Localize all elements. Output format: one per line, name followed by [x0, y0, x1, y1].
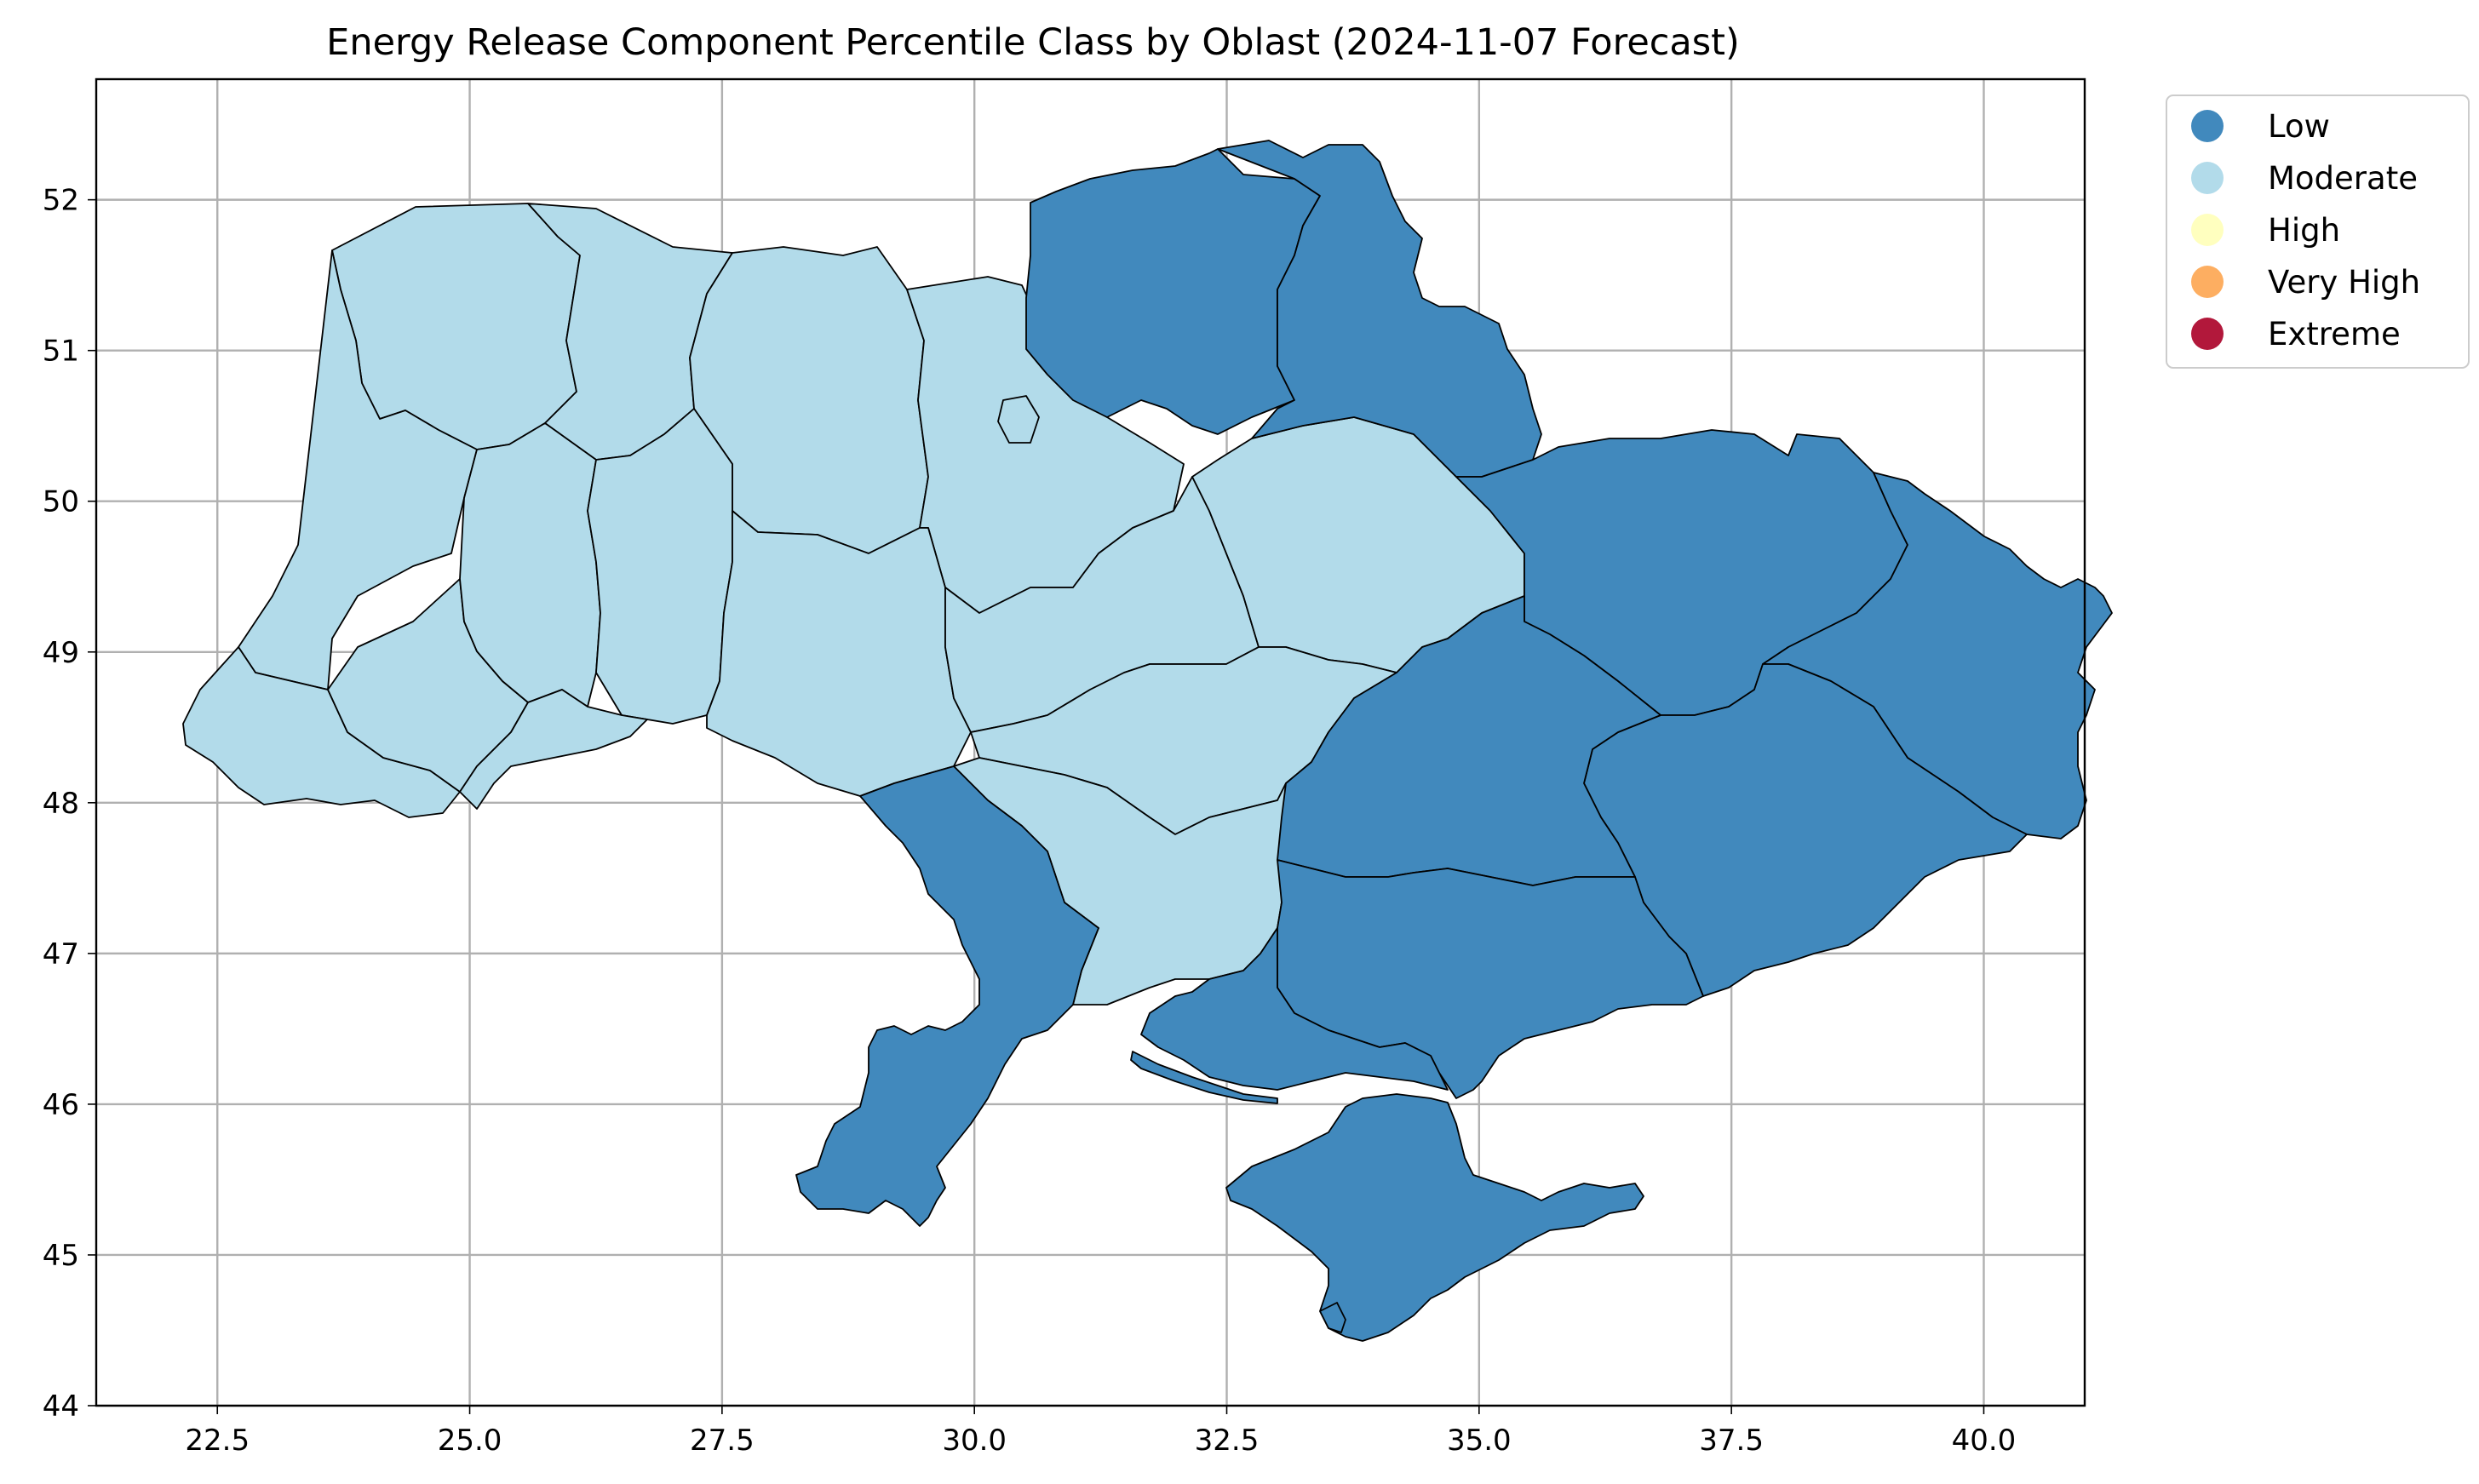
y-tick-label: 51	[43, 335, 79, 369]
legend: Low Moderate High Very High Extreme	[2166, 95, 2470, 369]
legend-marker-high	[2191, 214, 2224, 246]
legend-marker-very-high	[2191, 266, 2224, 298]
y-tick-label: 44	[43, 1389, 79, 1424]
legend-marker-extreme	[2191, 318, 2224, 350]
y-tick-label: 47	[43, 937, 79, 971]
y-tick-label: 50	[43, 485, 79, 519]
x-tick-label: 37.5	[1699, 1424, 1764, 1458]
chart-title: Energy Release Component Percentile Clas…	[326, 21, 1740, 64]
oblast-chernivtsi	[459, 689, 648, 810]
legend-label: High	[2268, 212, 2340, 249]
y-tick-label: 48	[43, 787, 79, 821]
legend-label: Moderate	[2268, 160, 2418, 197]
plot-frame	[95, 77, 2086, 1407]
x-tick-label: 30.0	[942, 1424, 1007, 1458]
x-tick-label: 27.5	[690, 1424, 755, 1458]
x-tick-label: 32.5	[1195, 1424, 1260, 1458]
oblast-odesa	[795, 765, 1099, 1227]
oblast-kyiv-city	[997, 395, 1040, 444]
oblast-kherson	[1140, 927, 1449, 1091]
legend-marker-moderate	[2191, 162, 2224, 194]
legend-label: Extreme	[2268, 316, 2401, 352]
oblast-chernihiv-fill	[1025, 148, 1321, 435]
oblast-sevastopol	[1319, 1302, 1346, 1333]
y-tick-label: 45	[43, 1239, 79, 1273]
legend-label: Very High	[2268, 264, 2420, 301]
arabat-spit	[1130, 1051, 1278, 1104]
oblast-crimea	[1225, 1093, 1644, 1342]
x-tick-label: 35.0	[1447, 1424, 1512, 1458]
legend-marker-low	[2191, 110, 2224, 142]
x-tick-label: 25.0	[438, 1424, 502, 1458]
x-tick-label: 40.0	[1952, 1424, 2017, 1458]
y-tick-label: 49	[43, 636, 79, 670]
legend-box	[2166, 95, 2470, 369]
y-tick-label: 52	[43, 184, 79, 218]
legend-label: Low	[2268, 108, 2330, 145]
x-tick-label: 22.5	[185, 1424, 250, 1458]
oblast-map	[182, 140, 2113, 1342]
oblast-vinnytsia	[706, 510, 972, 797]
oblast-sumy	[1217, 140, 1542, 478]
oblast-luhansk	[1762, 472, 2113, 839]
y-tick-label: 46	[43, 1088, 79, 1122]
axis-ticks: 22.5 25.0 27.5 30.0 32.5 35.0 37.5 40.0 44 45 46 47…	[43, 184, 2017, 1458]
